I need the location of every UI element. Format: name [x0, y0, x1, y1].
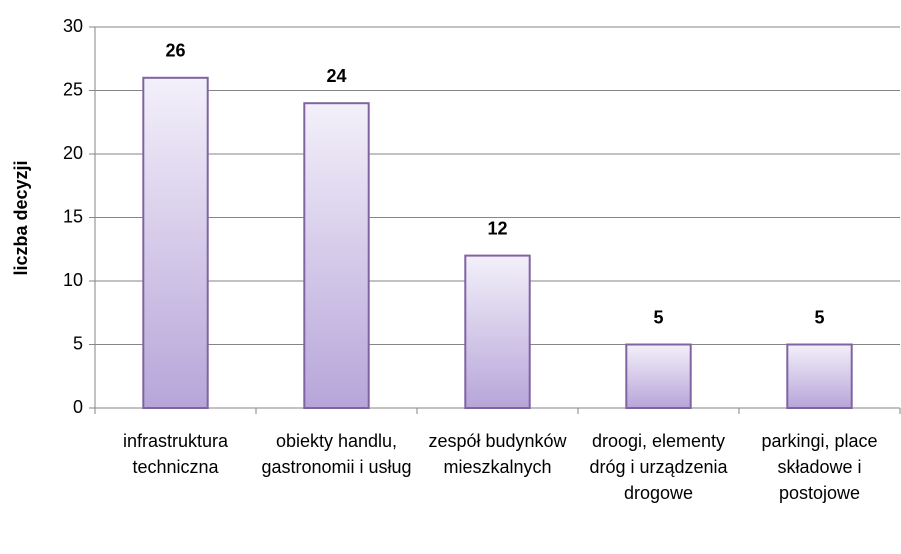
y-tick-label: 0 [73, 397, 83, 417]
y-tick-label: 30 [63, 16, 83, 36]
bar [142, 76, 209, 410]
bar [625, 343, 692, 409]
x-tick-label: zespół budynków mieszkalnych [428, 431, 567, 477]
bar [464, 254, 531, 409]
data-label: 5 [814, 307, 824, 327]
y-tick-label: 15 [63, 206, 83, 226]
y-tick-label: 20 [63, 143, 83, 163]
y-tick-label: 10 [63, 270, 83, 290]
data-label: 12 [487, 218, 507, 238]
bar [303, 102, 370, 409]
y-axis-label: liczba decyzji [11, 160, 31, 275]
y-tick-label: 5 [73, 333, 83, 353]
bar [786, 343, 853, 409]
data-label: 26 [165, 41, 185, 61]
data-label: 24 [326, 66, 346, 86]
x-tick-label: droogi, elementy dróg i urządzenia drogo… [589, 431, 728, 503]
x-tick-label: infrastruktura techniczna [122, 431, 229, 477]
data-label: 5 [653, 307, 663, 327]
x-tick-label: obiekty handlu, gastronomii i usług [261, 431, 412, 477]
y-tick-label: 25 [63, 79, 83, 99]
x-tick-label: parkingi, place składowe i postojowe [761, 431, 878, 503]
